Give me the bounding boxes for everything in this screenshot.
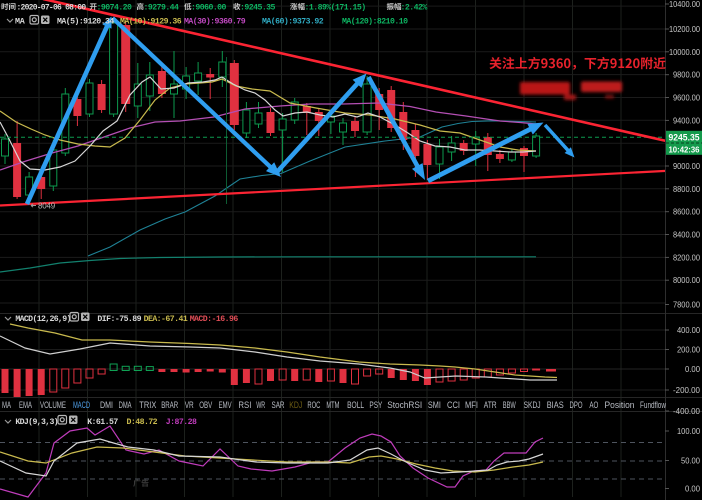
svg-text:K:61.57: K:61.57: [87, 418, 118, 427]
svg-text:10200.00: 10200.00: [669, 24, 700, 34]
svg-text:10:42:36: 10:42:36: [669, 144, 700, 154]
svg-text:J:87.28: J:87.28: [166, 418, 197, 427]
svg-text:9800.00: 9800.00: [673, 70, 700, 80]
svg-text:10400.00: 10400.00: [669, 0, 700, 9]
svg-text:MA(60):9373.92: MA(60):9373.92: [262, 17, 324, 27]
svg-text:DIF:-75.89: DIF:-75.89: [97, 315, 141, 324]
svg-text:BBW: BBW: [503, 400, 516, 410]
svg-text:50.00: 50.00: [681, 456, 700, 466]
svg-text:MA: MA: [15, 17, 26, 27]
svg-text:200.00: 200.00: [677, 345, 700, 355]
svg-text:MFI: MFI: [465, 400, 478, 410]
svg-text::1.89%(171.15): :1.89%(171.15): [305, 3, 366, 13]
svg-text::9074.20: :9074.20: [97, 4, 133, 13]
svg-text::9279.44: :9279.44: [144, 4, 180, 13]
svg-text::9245.35: :9245.35: [240, 4, 276, 13]
svg-text:9400.00: 9400.00: [673, 115, 700, 125]
svg-text:MACD:-16.96: MACD:-16.96: [190, 315, 239, 324]
svg-text:BOLL: BOLL: [347, 400, 364, 410]
svg-text:D:48.72: D:48.72: [127, 418, 158, 427]
svg-text:100.00: 100.00: [677, 426, 700, 436]
svg-text:Fundflow: Fundflow: [640, 400, 666, 410]
svg-text:MA(120):8210.10: MA(120):8210.10: [342, 17, 408, 27]
svg-text:DPO: DPO: [570, 400, 583, 410]
svg-text:BIAS: BIAS: [547, 400, 564, 410]
svg-text:DMA: DMA: [119, 400, 132, 410]
svg-text:VR: VR: [185, 400, 194, 410]
svg-text:MA(30):9360.79: MA(30):9360.79: [184, 17, 246, 27]
svg-text:MACD: MACD: [73, 400, 90, 410]
svg-text:SAR: SAR: [272, 400, 285, 410]
svg-text:0.00: 0.00: [685, 484, 700, 494]
svg-text:0.00: 0.00: [685, 364, 700, 374]
svg-text:ATR: ATR: [484, 400, 497, 410]
svg-text:8800.00: 8800.00: [673, 184, 700, 194]
svg-text:400.00: 400.00: [677, 325, 700, 335]
svg-text:MA(10):9129.36: MA(10):9129.36: [120, 17, 182, 27]
svg-text:-200.00: -200.00: [673, 385, 700, 395]
svg-text:BRAR: BRAR: [161, 400, 178, 410]
svg-text:9245.35: 9245.35: [669, 133, 700, 143]
svg-text:VOLUME: VOLUME: [40, 400, 66, 410]
svg-text::9060.00: :9060.00: [191, 4, 227, 13]
svg-text:EMV: EMV: [219, 400, 232, 410]
svg-text:7800.00: 7800.00: [673, 300, 700, 310]
svg-text:AO: AO: [589, 400, 598, 410]
svg-text:8400.00: 8400.00: [673, 230, 700, 240]
svg-text:SMI: SMI: [428, 400, 441, 410]
svg-text:8000.00: 8000.00: [673, 275, 700, 285]
svg-text:8200.00: 8200.00: [673, 252, 700, 262]
svg-text:RSI: RSI: [238, 400, 251, 410]
svg-text:10000.00: 10000.00: [669, 47, 700, 57]
svg-text:ROC: ROC: [307, 400, 320, 410]
svg-text:9600.00: 9600.00: [673, 93, 700, 103]
svg-text:SKDJ: SKDJ: [524, 400, 541, 410]
svg-text:Position: Position: [605, 400, 635, 410]
svg-text:9000.00: 9000.00: [673, 161, 700, 171]
svg-text:MTM: MTM: [326, 400, 339, 410]
svg-text:KDJ(9,3,3): KDJ(9,3,3): [15, 417, 58, 427]
svg-text:PSY: PSY: [369, 400, 382, 410]
svg-text:MA(5):9120.34: MA(5):9120.34: [57, 17, 114, 27]
svg-text:EMA: EMA: [19, 400, 32, 410]
svg-text:8049: 8049: [38, 202, 56, 211]
svg-text::2020-07-06 08:00: :2020-07-06 08:00: [17, 4, 87, 13]
svg-text:CCI: CCI: [447, 400, 460, 410]
svg-text:8600.00: 8600.00: [673, 207, 700, 217]
svg-text:WR: WR: [256, 400, 265, 410]
svg-text:TRIX: TRIX: [139, 400, 156, 410]
svg-text:-400.00: -400.00: [673, 406, 700, 416]
svg-text:DEA:-67.41: DEA:-67.41: [144, 315, 188, 324]
svg-text:MACD(12,26,9): MACD(12,26,9): [15, 314, 70, 324]
svg-text:MA: MA: [2, 400, 11, 410]
svg-text::2.42%: :2.42%: [401, 4, 428, 13]
svg-text:OBV: OBV: [199, 400, 212, 410]
svg-text:StochRSI: StochRSI: [387, 400, 422, 410]
svg-text:KDJ: KDJ: [289, 400, 302, 410]
svg-text:DMI: DMI: [100, 400, 113, 410]
